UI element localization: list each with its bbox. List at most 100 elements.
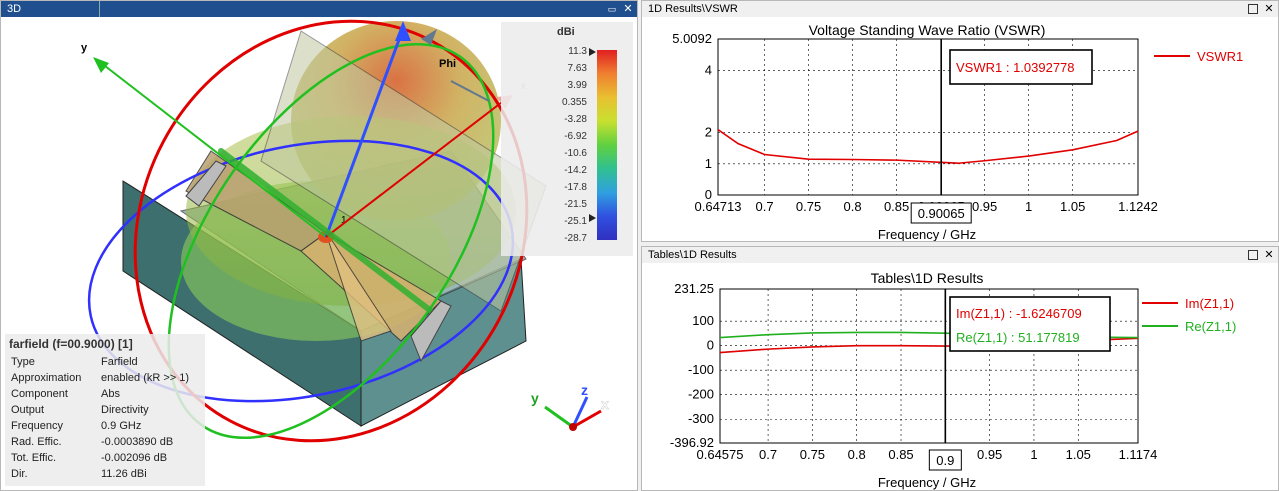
tables-x-axis-label: Frequency / GHz bbox=[878, 475, 976, 490]
vswr-x-tick-label: 0.7 bbox=[756, 199, 774, 214]
info-key: Rad. Effic. bbox=[11, 436, 62, 448]
panel-3d-title: 3D bbox=[7, 3, 22, 15]
axis-z-arrow bbox=[395, 21, 411, 41]
farfield-scene[interactable]: 1 y x Phi bbox=[1, 17, 638, 491]
vswr-x-axis-label: Frequency / GHz bbox=[878, 227, 976, 241]
triad-origin bbox=[569, 423, 577, 431]
vswr-chart-title: Voltage Standing Wave Ratio (VSWR) bbox=[809, 22, 1046, 38]
phi-arrow bbox=[450, 80, 490, 102]
colorbar-legend: dBi 11.3 7.63 3.99 0.355 -3.28 -6.92 -10… bbox=[501, 22, 633, 256]
info-key: Approximation bbox=[11, 372, 82, 384]
triad-axis-z bbox=[571, 396, 589, 428]
panel-vswr-titlebar[interactable]: 1D Results\VSWR ✕ bbox=[642, 1, 1278, 17]
maximize-button[interactable] bbox=[1248, 250, 1258, 260]
info-value: 11.26 dBi bbox=[101, 468, 147, 480]
tables-legend: Im(Z1,1) Re(Z1,1) bbox=[1142, 296, 1236, 334]
vswr-legend: VSWR1 bbox=[1154, 49, 1243, 64]
vswr-x-tick-label: 0.85 bbox=[884, 199, 909, 214]
orientation-triad: y z x bbox=[531, 382, 609, 431]
colorbar-tick: -28.7 bbox=[564, 233, 587, 244]
colorbar-tick: 3.99 bbox=[567, 80, 587, 91]
info-value: Abs bbox=[101, 388, 120, 400]
theta-arrow bbox=[421, 29, 437, 45]
colorbar-tick: -6.92 bbox=[564, 131, 587, 142]
vswr-marker-value: VSWR1 : 1.0392778 bbox=[956, 60, 1075, 75]
tables-legend-re-label: Re(Z1,1) bbox=[1185, 319, 1236, 334]
tables-chart[interactable]: Tables\1D Results Frequency / GHz Im(Z1,… bbox=[642, 263, 1278, 490]
colorbar-tick: -25.1 bbox=[564, 216, 587, 227]
vswr-marker-box bbox=[949, 49, 1093, 85]
tables-x-tick-label: 1.05 bbox=[1066, 447, 1091, 462]
tables-marker-im-value: Im(Z1,1) : -1.6246709 bbox=[956, 306, 1082, 321]
colorbar-tick: -17.8 bbox=[564, 182, 587, 193]
info-key: Frequency bbox=[11, 420, 63, 432]
colorbar-max-marker bbox=[589, 48, 596, 56]
info-key: Type bbox=[11, 356, 35, 368]
vswr-x-tick-label: 1 bbox=[1025, 199, 1032, 214]
triad-y-label: y bbox=[531, 390, 539, 406]
tables-y-tick-label: -396.92 bbox=[670, 435, 714, 450]
vswr-y-tick-label: 2 bbox=[705, 125, 712, 140]
tables-x-tick-label: 0.7 bbox=[759, 447, 777, 462]
port-label: 1 bbox=[341, 215, 347, 226]
info-row: Rad. Effic. -0.0003890 dB bbox=[5, 434, 205, 450]
triad-x-label: x bbox=[601, 396, 609, 412]
vswr-marker-annotation: VSWR1 : 1.0392778 0.90065 bbox=[910, 49, 1093, 224]
info-value: -0.002096 dB bbox=[101, 452, 168, 464]
axis-x bbox=[325, 98, 507, 238]
close-button[interactable]: ✕ bbox=[1264, 249, 1274, 261]
vswr-marker-x-box bbox=[910, 202, 972, 224]
panel-3d-titlebar[interactable]: 3D ▭ ✕ bbox=[1, 1, 637, 17]
plate-right bbox=[410, 300, 452, 363]
tables-y-tick-label: -300 bbox=[688, 411, 714, 426]
info-row: Frequency 0.9 GHz bbox=[5, 418, 205, 434]
restore-button[interactable]: ▭ bbox=[607, 4, 617, 14]
axis-y-label: y bbox=[81, 42, 88, 54]
vswr-y-tick-label: 4 bbox=[705, 62, 712, 77]
info-row: Tot. Effic. -0.002096 dB bbox=[5, 450, 205, 466]
maximize-button[interactable] bbox=[1248, 4, 1258, 14]
vswr-chart[interactable]: Voltage Standing Wave Ratio (VSWR) Frequ… bbox=[642, 17, 1278, 241]
panel-vswr: 1D Results\VSWR ✕ Voltage Standing Wave … bbox=[641, 0, 1279, 242]
panel-tables-title: Tables\1D Results bbox=[648, 249, 737, 261]
close-button[interactable]: ✕ bbox=[1264, 3, 1274, 15]
farfield-info-header: farfield (f=00.9000) [1] bbox=[9, 337, 133, 351]
vswr-x-tick-label: 0.75 bbox=[796, 199, 821, 214]
tables-marker-box bbox=[949, 296, 1111, 352]
info-key: Tot. Effic. bbox=[11, 452, 57, 464]
farfield-info-box: farfield (f=00.9000) [1] Type Farfield Ap… bbox=[5, 334, 205, 486]
info-row: Approximation enabled (kR >> 1) bbox=[5, 370, 205, 386]
close-button[interactable]: ✕ bbox=[623, 3, 633, 15]
info-value: Directivity bbox=[101, 404, 149, 416]
panel-3d-tabline bbox=[99, 1, 100, 17]
tables-marker-x-value: 0.9 bbox=[936, 453, 954, 468]
triad-z-label: z bbox=[581, 382, 588, 398]
vswr-y-tick-label: 5.0092 bbox=[672, 31, 712, 46]
tables-legend-im-label: Im(Z1,1) bbox=[1185, 296, 1234, 311]
panel-3d: 3D ▭ ✕ bbox=[0, 0, 638, 491]
tables-y-tick-label: 0 bbox=[707, 338, 714, 353]
colorbar-tick: 11.3 bbox=[568, 46, 587, 57]
phi-label: Phi bbox=[439, 58, 456, 70]
info-value: enabled (kR >> 1) bbox=[101, 372, 190, 384]
vswr-x-tick-label: 0.95 bbox=[972, 199, 997, 214]
vswr-y-tick-label: 0 bbox=[705, 187, 712, 202]
info-row: Dir. 11.26 dBi bbox=[5, 466, 205, 482]
panel-tables: Tables\1D Results ✕ Tables\1D Results Fr… bbox=[641, 246, 1279, 491]
vswr-legend-label: VSWR1 bbox=[1197, 49, 1243, 64]
tables-x-tick-label: 0.8 bbox=[848, 447, 866, 462]
panel-tables-titlebar[interactable]: Tables\1D Results ✕ bbox=[642, 247, 1278, 263]
triad-axis-x bbox=[572, 409, 602, 429]
info-key: Output bbox=[11, 404, 45, 416]
vswr-x-tick-label: 0.8 bbox=[844, 199, 862, 214]
tables-x-tick-label: 1 bbox=[1030, 447, 1037, 462]
colorbar-min-marker bbox=[589, 214, 596, 222]
colorbar-tick: 0.355 bbox=[561, 97, 587, 108]
tables-marker-annotation: Im(Z1,1) : -1.6246709 Re(Z1,1) : 51.17781… bbox=[928, 296, 1111, 471]
colorbar-tick: -21.5 bbox=[564, 199, 587, 210]
info-row: Type Farfield bbox=[5, 354, 205, 370]
vswr-y-tick-label: 1 bbox=[705, 156, 712, 171]
vswr-x-tick-label: 1.1242 bbox=[1118, 199, 1158, 214]
axis-y-arrow bbox=[93, 57, 109, 73]
info-key: Component bbox=[11, 388, 68, 400]
